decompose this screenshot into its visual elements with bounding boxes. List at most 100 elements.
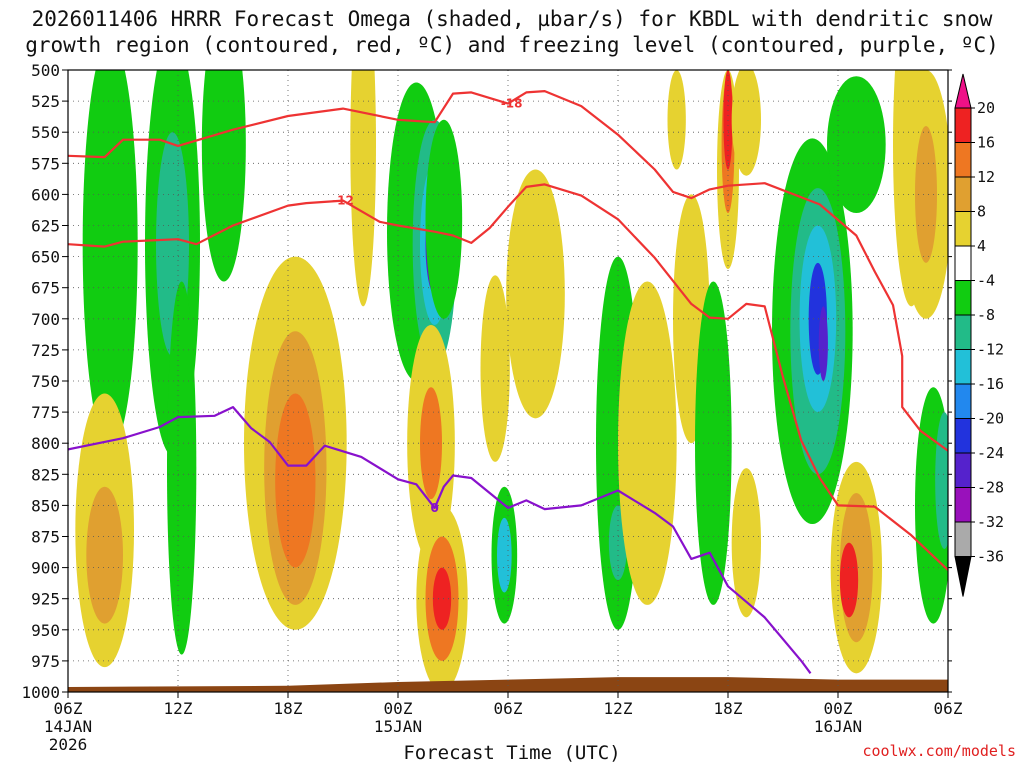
colorbar-label-1: 16 [977,134,995,152]
omega-cell-10 [350,70,376,307]
y-tick-label-775: 775 [31,403,60,422]
y-tick-label-700: 700 [31,310,60,329]
chart-title: 2026011406 HRRR Forecast Omega (shaded, … [0,6,1024,58]
colorbar-bin-4 [954,211,972,247]
grid-layer [68,70,948,692]
contour-line-1 [68,183,948,571]
axes-layer: 500 525 550 575 600 625 650 675 700 725 750 775 800 8… [21,61,962,754]
colorbar-label-5: -4 [977,272,995,290]
x-tick-label-5: 12Z [604,699,633,718]
colorbar-label-3: 8 [977,203,986,221]
colorbar-label-2: 12 [977,168,995,186]
omega-cell-27 [618,281,677,605]
contour-label-0: -18 [501,97,523,111]
omega-cell-29 [667,70,686,170]
colorbar-label-8: -16 [977,375,1004,393]
y-tick-label-925: 925 [31,590,60,609]
omega-cell-23 [497,517,512,593]
y-tick-label-950: 950 [31,621,60,640]
y-tick-label-800: 800 [31,434,60,453]
y-tick-label-525: 525 [31,92,60,111]
contour-line-0 [68,90,948,452]
colorbar-bin-14 [954,556,972,597]
omega-cell-24 [506,169,565,419]
colorbar-label-11: -28 [977,479,1004,497]
x-tick-label-6: 18Z [714,699,743,718]
omega-cell-9 [275,393,316,568]
omega-cell-35 [731,70,761,176]
omega-shading-layer [75,70,948,692]
contour-line-2 [68,406,812,674]
y-tick-label-650: 650 [31,248,60,267]
y-tick-label-1000: 1000 [21,683,60,702]
colorbar-bin-9 [954,383,972,419]
x-tick-date-7: 16JAN [814,717,862,736]
colorbar-label-6: -8 [977,306,995,324]
y-tick-label-550: 550 [31,123,60,142]
colorbar-bin-10 [954,418,972,454]
colorbar-label-12: -32 [977,513,1004,531]
source-credit[interactable]: coolwx.com/models [862,742,1016,760]
y-tick-label-500: 500 [31,61,60,80]
y-tick-label-825: 825 [31,465,60,484]
omega-cell-41 [827,76,886,214]
omega-cell-20 [432,567,452,630]
omega-cell-21 [480,275,510,462]
omega-cell-47 [915,125,937,263]
y-tick-label-975: 975 [31,652,60,671]
omega-cell-17 [420,387,442,500]
omega-cell-44 [839,542,859,618]
colorbar-bin-1 [954,107,972,143]
colorbar-bin-3 [954,176,972,212]
x-tick-label-0: 06Z [54,699,83,718]
colorbar-bin-11 [954,452,972,488]
y-tick-label-850: 850 [31,496,60,515]
x-tick-label-7: 00Z [824,699,853,718]
x-tick-year-0: 2026 [49,735,88,754]
chart-title-line1: 2026011406 HRRR Forecast Omega (shaded, … [31,7,993,31]
y-tick-label-575: 575 [31,154,60,173]
x-tick-label-2: 18Z [274,699,303,718]
colorbar-bin-6 [954,280,972,316]
colorbar-bin-5 [954,245,972,281]
colorbar-label-4: 4 [977,237,986,255]
colorbar-label-10: -24 [977,444,1004,462]
colorbar-bin-12 [954,487,972,523]
x-tick-date-3: 15JAN [374,717,422,736]
y-tick-label-875: 875 [31,528,60,547]
y-tick-label-725: 725 [31,341,60,360]
colorbar-bin-13 [954,521,972,557]
colorbar-bin-0 [954,73,972,109]
colorbar-label-9: -20 [977,410,1004,428]
x-tick-label-1: 12Z [164,699,193,718]
x-tick-label-3: 00Z [384,699,413,718]
colorbar-label-7: -12 [977,341,1004,359]
y-tick-label-750: 750 [31,372,60,391]
omega-cell-6 [167,281,197,655]
contour-label-2: 0 [430,501,438,515]
colorbar-label-13: -36 [977,548,1004,566]
omega-cell-5 [86,486,123,624]
y-tick-label-600: 600 [31,185,60,204]
colorbar-label-0: 20 [977,99,995,117]
surface-terrain-layer [68,677,948,692]
contour-label-1: -12 [332,194,354,208]
x-tick-date-0: 14JAN [44,717,92,736]
colorbar: 20 16 12 8 4 -4 -8 -12 -16 -20 -24 -28 -32 -36 [954,73,1004,597]
x-tick-label-8: 06Z [934,699,963,718]
omega-cell-0 [82,70,138,450]
omega-cell-15 [425,119,463,319]
colorbar-bin-7 [954,314,972,350]
chart-title-line2: growth region (contoured, red, ºC) and f… [25,33,999,57]
colorbar-bin-8 [954,349,972,385]
omega-cell-49 [935,412,948,549]
colorbar-bin-2 [954,142,972,178]
omega-cell-34 [731,468,761,618]
x-axis-title: Forecast Time (UTC) [403,742,621,764]
y-tick-label-900: 900 [31,559,60,578]
omega-cell-40 [818,306,828,381]
surface-terrain [68,677,948,692]
y-tick-label-625: 625 [31,217,60,236]
omega-cell-33 [723,70,733,170]
omega-cell-3 [201,70,246,282]
